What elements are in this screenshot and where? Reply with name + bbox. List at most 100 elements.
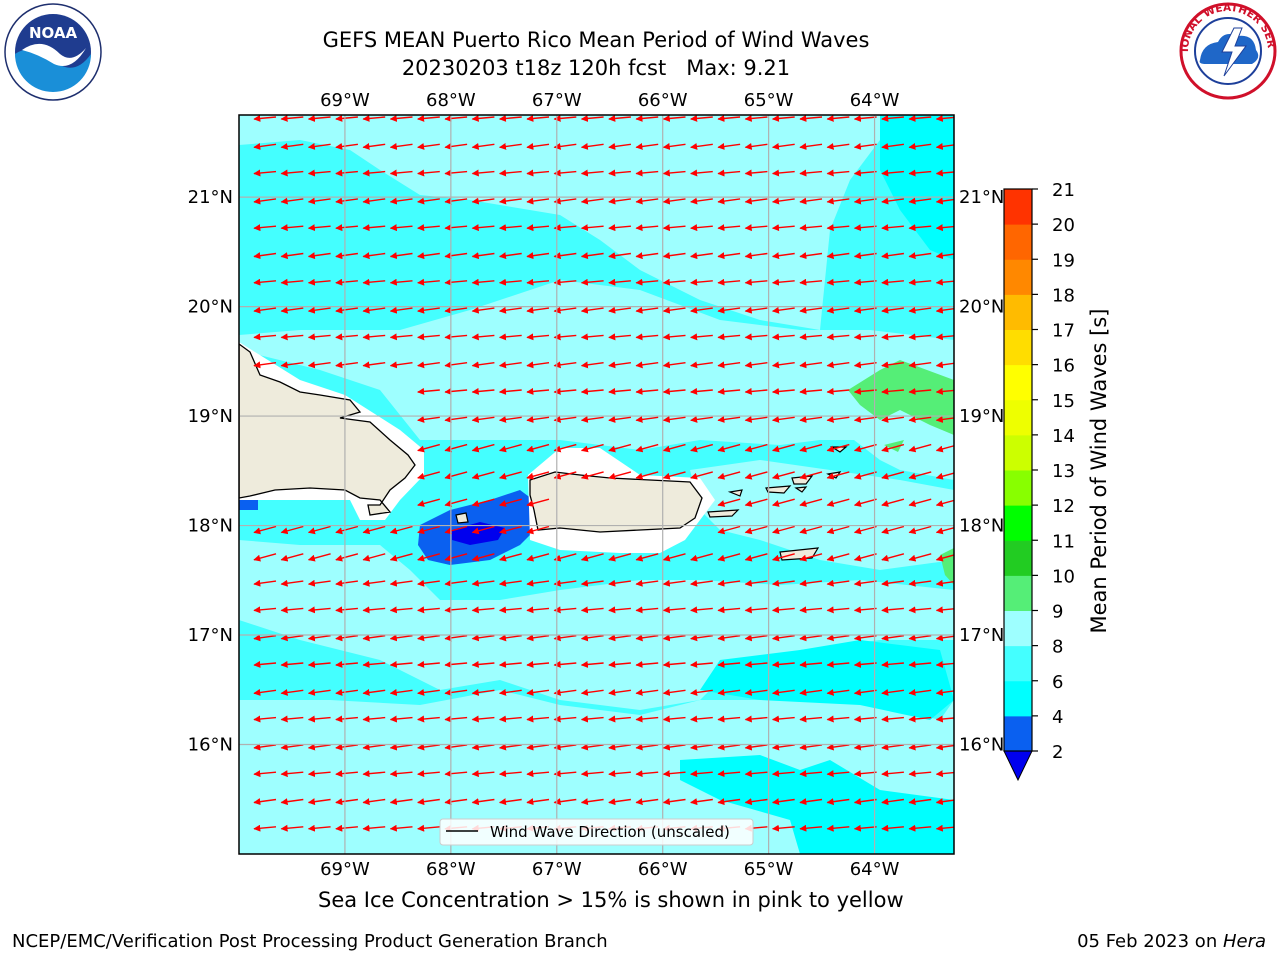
direction-arrow <box>717 525 741 535</box>
direction-arrow <box>935 798 954 806</box>
direction-arrow <box>744 634 768 642</box>
lat-label-left: 16°N <box>188 735 233 756</box>
colorbar-segment <box>1004 434 1032 471</box>
direction-arrow <box>881 525 905 535</box>
direction-arrow <box>935 387 954 395</box>
direction-arrow <box>335 142 358 150</box>
direction-arrow <box>799 743 823 751</box>
direction-arrow <box>826 443 850 453</box>
direction-arrow <box>908 306 932 314</box>
colorbar-segment <box>1004 540 1032 576</box>
wind-wave-arrows <box>253 115 954 832</box>
direction-arrow <box>526 142 550 150</box>
direction-arrow <box>553 197 577 205</box>
direction-arrow <box>935 688 954 696</box>
map-frame <box>238 114 955 855</box>
direction-arrow <box>553 278 577 286</box>
direction-arrow <box>280 224 304 232</box>
direction-arrow <box>280 142 304 150</box>
direction-arrow <box>444 443 468 453</box>
period-field-left-edge <box>239 500 258 510</box>
colorbar-segment <box>1004 189 1032 225</box>
direction-arrow <box>717 471 741 480</box>
direction-arrow <box>881 115 904 122</box>
direction-arrow <box>444 743 468 751</box>
lat-label-left: 18°N <box>188 516 233 537</box>
direction-arrow <box>417 443 440 453</box>
lon-label-bottom: 66°W <box>638 859 688 880</box>
direction-arrow <box>580 197 604 205</box>
direction-arrow <box>799 197 823 205</box>
direction-arrow <box>826 606 850 614</box>
direction-arrow <box>335 224 358 232</box>
colorbar-segment <box>1004 399 1032 436</box>
direction-arrow <box>307 224 331 232</box>
direction-arrow <box>499 498 522 507</box>
direction-arrow <box>744 169 768 177</box>
direction-arrow <box>690 715 713 723</box>
direction-arrow <box>853 224 877 232</box>
direction-arrow <box>826 197 850 205</box>
direction-arrow <box>526 606 550 614</box>
direction-arrow <box>881 443 905 453</box>
direction-arrow <box>362 333 386 341</box>
direction-arrow <box>444 715 468 723</box>
direction-arrow <box>881 415 904 423</box>
direction-arrow <box>444 197 468 205</box>
direction-arrow <box>417 715 440 723</box>
direction-arrow <box>580 142 604 150</box>
direction-arrow <box>307 824 331 832</box>
footer-host: Hera <box>1222 931 1266 952</box>
direction-arrow <box>799 660 823 668</box>
graticule <box>239 115 954 854</box>
direction-arrow <box>908 770 932 778</box>
direction-arrow <box>553 606 577 614</box>
direction-arrow <box>772 387 795 395</box>
direction-arrow <box>772 798 795 806</box>
colorbar-tick-label: 4 <box>1052 707 1063 728</box>
direction-arrow <box>799 252 823 260</box>
direction-arrow <box>526 553 550 562</box>
direction-arrow <box>253 634 277 642</box>
direction-arrow <box>499 252 522 260</box>
direction-arrow <box>499 142 522 150</box>
direction-arrow <box>499 660 522 668</box>
direction-arrow <box>608 169 631 177</box>
direction-arrow <box>826 498 850 507</box>
direction-arrow <box>799 553 823 562</box>
direction-arrow <box>471 634 495 642</box>
direction-arrow <box>499 197 522 205</box>
direction-arrow <box>499 525 522 535</box>
direction-arrow <box>908 224 932 232</box>
direction-arrow <box>935 527 954 535</box>
direction-arrow <box>499 471 522 480</box>
direction-arrow <box>935 169 954 177</box>
colorbar-tick-label: 17 <box>1052 321 1075 342</box>
direction-arrow <box>799 361 823 369</box>
direction-arrow <box>935 306 954 314</box>
direction-arrow <box>635 634 659 642</box>
direction-arrow <box>362 824 386 832</box>
direction-arrow <box>362 553 386 562</box>
direction-arrow <box>417 471 440 480</box>
direction-arrow <box>744 415 768 423</box>
nws-logo: NATIONAL WEATHER SERVICE <box>1178 2 1277 100</box>
direction-arrow <box>471 471 495 480</box>
direction-arrow <box>580 361 604 369</box>
direction-arrow <box>772 498 795 507</box>
lon-label-bottom: 68°W <box>426 859 476 880</box>
direction-arrow <box>253 798 277 806</box>
direction-arrow <box>635 224 659 232</box>
direction-arrow <box>307 361 331 369</box>
lat-label-right: 19°N <box>959 406 1004 427</box>
direction-arrow <box>662 306 686 314</box>
direction-arrow <box>799 498 823 507</box>
direction-arrow <box>908 606 932 614</box>
direction-arrow <box>717 169 741 177</box>
direction-arrow <box>471 743 495 751</box>
direction-arrow <box>389 278 413 286</box>
direction-arrow <box>444 415 468 423</box>
direction-arrow <box>662 688 686 696</box>
direction-arrow <box>881 824 904 832</box>
direction-arrow <box>826 770 850 778</box>
